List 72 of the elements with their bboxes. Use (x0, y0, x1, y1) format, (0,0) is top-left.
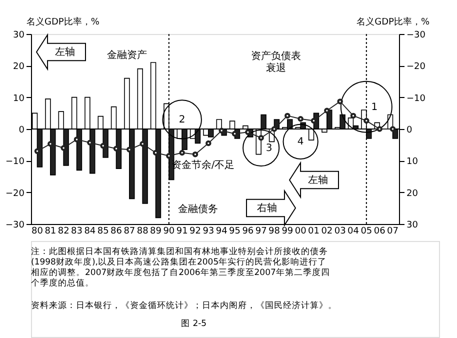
x-tick-label: 98 (268, 226, 280, 236)
series-label: 金融资产 (107, 49, 147, 61)
y2-tick-label: −20 (406, 62, 426, 72)
point (179, 150, 185, 156)
x-tick-label: 02 (321, 226, 333, 236)
point (376, 126, 382, 132)
x-tick-label: 88 (136, 226, 149, 236)
x-tick-label: 04 (348, 226, 360, 236)
y-tick-label: −10 (6, 157, 25, 168)
y-tick-label: 20 (13, 62, 25, 72)
annotation: 右轴 (257, 202, 277, 214)
x-tick-label: 87 (124, 226, 136, 236)
text: 资料来源：日本银行，《资金循环统计》；日本内阁府，《国民经济计算》。 (31, 300, 337, 311)
point (324, 108, 330, 114)
y-tick-label: −30 (6, 220, 25, 230)
x-tick-label: 95 (229, 226, 240, 236)
x-tick-label: 97 (255, 226, 267, 236)
point (390, 126, 396, 132)
x-tick-label: 94 (216, 226, 228, 236)
point (206, 140, 212, 146)
x-tick-label: 84 (84, 226, 96, 236)
x-tick-label: 89 (150, 226, 162, 236)
x-tick-label: 06 (374, 226, 386, 236)
series-label: 金融债务 (178, 203, 218, 215)
x-tick-label: 91 (176, 226, 188, 236)
x-tick-label: 00 (294, 226, 307, 236)
annotation: 3 (266, 143, 272, 154)
x-tick-label: 96 (242, 226, 254, 236)
annotation: 左轴 (55, 46, 75, 58)
point (337, 98, 343, 104)
point (350, 112, 356, 119)
point (245, 129, 251, 136)
point (258, 135, 264, 141)
point (298, 116, 304, 122)
x-tick-label: 01 (308, 226, 320, 236)
x-tick-label: 90 (163, 226, 175, 236)
caption: 图 2-5 (181, 319, 207, 329)
y-tick-label: −20 (6, 188, 25, 199)
point (284, 112, 290, 119)
annotation: 4 (297, 136, 304, 148)
y-tick-label: 0 (18, 126, 25, 136)
x-tick-label: 85 (97, 226, 109, 236)
y2-tick-label: −30 (406, 30, 426, 40)
x-tick-label: 05 (360, 226, 372, 236)
annotation: 2 (178, 114, 186, 126)
point (192, 151, 198, 158)
y2-tick-label: 10 (406, 157, 418, 168)
point (218, 128, 224, 134)
annotation: 资产负债表衰退 (251, 50, 301, 74)
x-tick-label: 82 (58, 226, 70, 236)
x-tick-label: 86 (110, 226, 122, 236)
point (364, 118, 370, 124)
y-tick-label: 10 (13, 94, 25, 104)
annotation: 1 (371, 102, 378, 113)
x-tick-label: 07 (387, 226, 398, 236)
x-tick-label: 92 (190, 226, 201, 236)
y2-tick-label: 0 (406, 126, 412, 136)
x-tick-label: 80 (32, 226, 44, 236)
x-tick-label: 83 (71, 226, 82, 236)
point (271, 126, 278, 132)
y2-tick-label: 30 (406, 220, 418, 230)
y2-tick-label: 20 (406, 188, 418, 199)
x-tick-label: 03 (334, 226, 346, 236)
y2-axis-title: 名义GDP比率，% (356, 16, 430, 28)
y-tick-label: 30 (13, 30, 25, 40)
x-tick-label: 93 (202, 226, 214, 236)
x-tick-label: 81 (44, 226, 56, 236)
y-axis-title: 名义GDP比率，% (26, 16, 100, 28)
x-tick-label: 99 (282, 226, 294, 236)
annotation: 左轴 (308, 174, 328, 186)
y2-tick-label: −10 (406, 94, 426, 104)
text: 注：此图根据日本国有铁路清算集团和国有林地事业特别会计所接收的债务(1998财政年度),以及日本高速公路集团在2005年实行的民营化影响进行了相应的调整。2007财政年度包括了自2006年第三季度至2007年第二季度四个季度的总值。 (31, 246, 330, 288)
